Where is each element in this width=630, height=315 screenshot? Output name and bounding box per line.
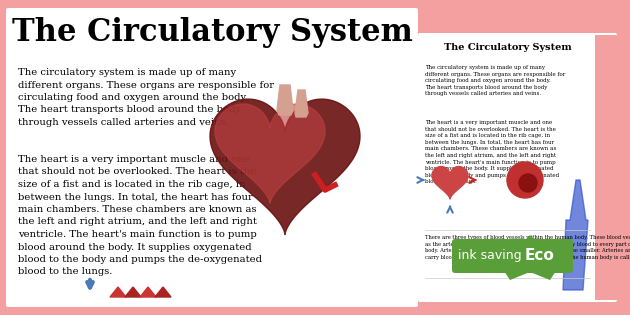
Circle shape xyxy=(507,162,543,198)
Text: Eco: Eco xyxy=(525,248,555,262)
Text: ink saving: ink saving xyxy=(458,249,522,261)
Text: The heart is a very important muscle and one
that should not be overlooked. The : The heart is a very important muscle and… xyxy=(425,120,559,184)
Circle shape xyxy=(519,174,537,192)
Polygon shape xyxy=(432,167,468,199)
Polygon shape xyxy=(500,235,560,280)
Text: The Circulatory System: The Circulatory System xyxy=(11,16,413,48)
FancyBboxPatch shape xyxy=(418,33,617,302)
Polygon shape xyxy=(563,180,588,290)
Text: The circulatory system is made up of many
different organs. These organs are res: The circulatory system is made up of man… xyxy=(18,68,274,127)
Text: The heart is a very important muscle and one
that should not be overlooked. The : The heart is a very important muscle and… xyxy=(18,155,262,277)
Polygon shape xyxy=(210,99,360,235)
Polygon shape xyxy=(215,104,325,203)
FancyBboxPatch shape xyxy=(595,35,620,300)
FancyBboxPatch shape xyxy=(452,239,573,273)
Polygon shape xyxy=(295,90,308,117)
Text: There are three types of blood vessels within the human body. These blood vessel: There are three types of blood vessels w… xyxy=(425,235,630,260)
Polygon shape xyxy=(155,287,171,297)
Polygon shape xyxy=(110,287,126,297)
Text: The circulatory system is made up of many
different organs. These organs are res: The circulatory system is made up of man… xyxy=(425,65,565,96)
Text: The Circulatory System: The Circulatory System xyxy=(444,43,571,51)
Polygon shape xyxy=(125,287,141,297)
FancyBboxPatch shape xyxy=(6,8,418,307)
Polygon shape xyxy=(140,287,156,297)
Polygon shape xyxy=(277,85,293,115)
